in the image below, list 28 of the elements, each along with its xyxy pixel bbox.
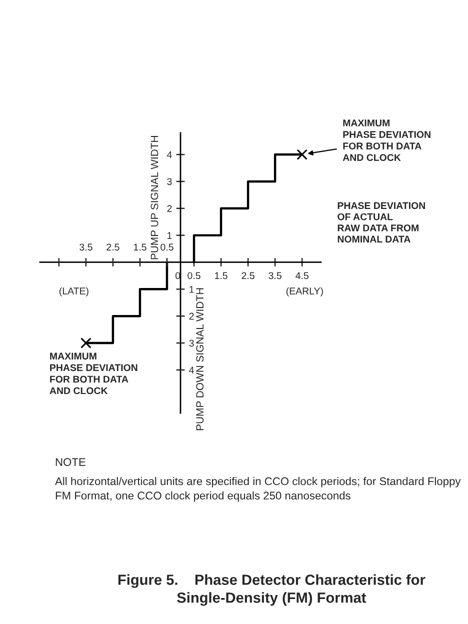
- y-tick-label: 1: [168, 232, 172, 239]
- x-tick-label: 0: [175, 272, 180, 280]
- text: Figure 5. Phase Detector Characteristic for Single-Density (FM) Format: [118, 574, 426, 606]
- y2-tick-label: 3: [189, 340, 194, 347]
- x-tick-label: 2.5: [242, 272, 254, 280]
- annotation: PUMP DOWN SIGNAL WIDTH: [196, 288, 204, 430]
- text: NOTE: [56, 458, 86, 466]
- y-tick-label: 2: [167, 205, 172, 212]
- y2-tick-label: 4: [189, 366, 194, 374]
- x2-tick-label: 0.5: [160, 244, 174, 251]
- x-tick-label: 0.5: [188, 272, 200, 280]
- x-tick-label: 3.5: [268, 272, 282, 280]
- x2-tick-label: 1.5: [134, 244, 146, 251]
- annotation: MAXIMUM PHASE DEVIATION FOR BOTH DATA AND CLOCK: [342, 120, 430, 161]
- annotation: (EARLY): [286, 287, 323, 296]
- x2-tick-label: 2.5: [106, 244, 120, 251]
- y2-tick-label: 2: [189, 312, 194, 320]
- y-tick-label: 3: [167, 178, 172, 186]
- x-tick-label: 1.5: [215, 272, 228, 280]
- y2-tick-label: 1: [190, 286, 194, 293]
- x-axis-title: PHASE DEVIATION OF ACTUAL RAW DATA FROM NOMINAL DATA: [338, 202, 425, 243]
- y-tick-label: 4: [166, 151, 172, 158]
- annotation: (LATE): [60, 287, 88, 296]
- y-axis-title: PUMP UP SIGNAL WIDTH: [150, 136, 158, 260]
- x2-tick-label: 3.5: [80, 244, 92, 251]
- x-tick-label: 4.5: [296, 272, 308, 280]
- text: All horizontal/vertical units are specified in CCO clock periods; for Standard Floppy FM Format, one CCO clock period equals 250 nanoseconds: [55, 477, 461, 502]
- annotation: MAXIMUM PHASE DEVIATION FOR BOTH DATA AND CLOCK: [50, 352, 138, 394]
